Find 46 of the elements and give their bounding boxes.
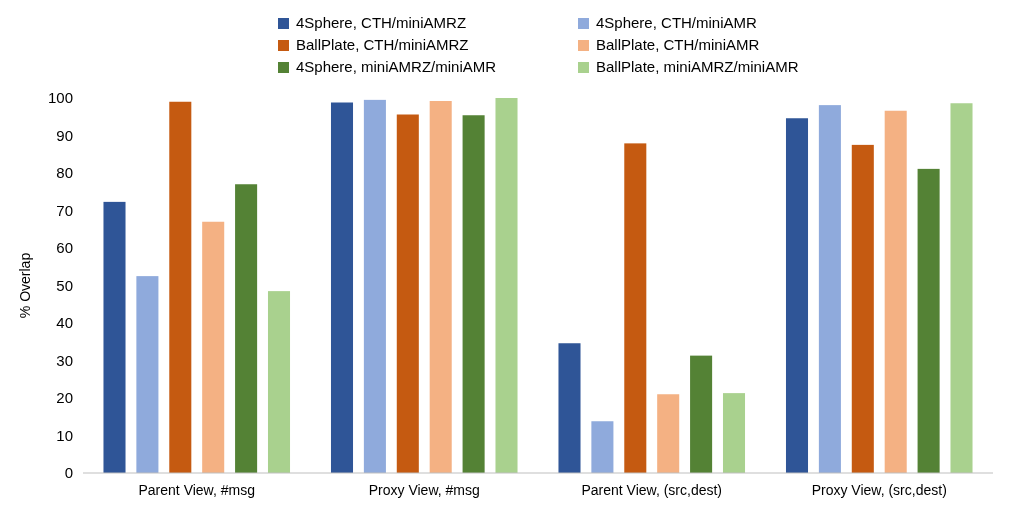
y-tick-label: 20 — [56, 389, 73, 407]
bar — [169, 101, 192, 473]
bar — [429, 101, 452, 473]
y-tick-label: 30 — [56, 351, 73, 369]
bar — [136, 276, 159, 473]
bar — [235, 184, 258, 473]
y-tick-label: 0 — [64, 464, 73, 482]
bar — [267, 291, 291, 473]
legend-label: BallPlate, CTH/miniAMRZ — [296, 36, 469, 53]
bar — [558, 343, 581, 473]
bar — [851, 144, 874, 473]
y-tick-label: 50 — [56, 276, 73, 294]
bar — [103, 201, 126, 473]
y-tick-label: 80 — [56, 164, 73, 182]
y-tick-label: 10 — [56, 426, 73, 444]
bar — [363, 99, 386, 473]
legend-label: 4Sphere, CTH/miniAMRZ — [296, 14, 467, 31]
bar — [950, 103, 973, 473]
x-tick-label: Parent View, #msg — [138, 482, 255, 498]
y-tick-label: 90 — [56, 126, 73, 144]
legend-label: 4Sphere, CTH/miniAMR — [596, 14, 758, 31]
bar — [330, 102, 354, 473]
bar — [884, 110, 907, 473]
bar — [624, 143, 647, 473]
x-tick-label: Proxy View, (src,dest) — [811, 482, 947, 498]
y-tick-label: 40 — [56, 314, 73, 332]
y-tick-label: 70 — [56, 201, 73, 219]
x-tick-label: Parent View, (src,dest) — [581, 482, 723, 498]
legend-label: 4Sphere, miniAMRZ/miniAMR — [296, 58, 497, 75]
bar — [462, 115, 485, 473]
x-tick-label: Proxy View, #msg — [368, 482, 480, 498]
bar — [396, 114, 419, 473]
bar — [495, 98, 518, 473]
legend-label: BallPlate, CTH/miniAMR — [596, 36, 760, 53]
bar — [202, 221, 225, 473]
y-tick-label: 60 — [56, 239, 73, 257]
bar — [722, 393, 746, 473]
bar — [818, 105, 841, 473]
bar — [690, 355, 713, 473]
y-axis-title: % Overlap — [17, 252, 33, 319]
bar — [917, 168, 940, 473]
bar — [657, 394, 680, 473]
legend-label: BallPlate, miniAMRZ/miniAMR — [596, 58, 799, 75]
y-tick-label: 100 — [47, 89, 73, 107]
bar — [591, 421, 614, 473]
bar — [785, 118, 809, 473]
